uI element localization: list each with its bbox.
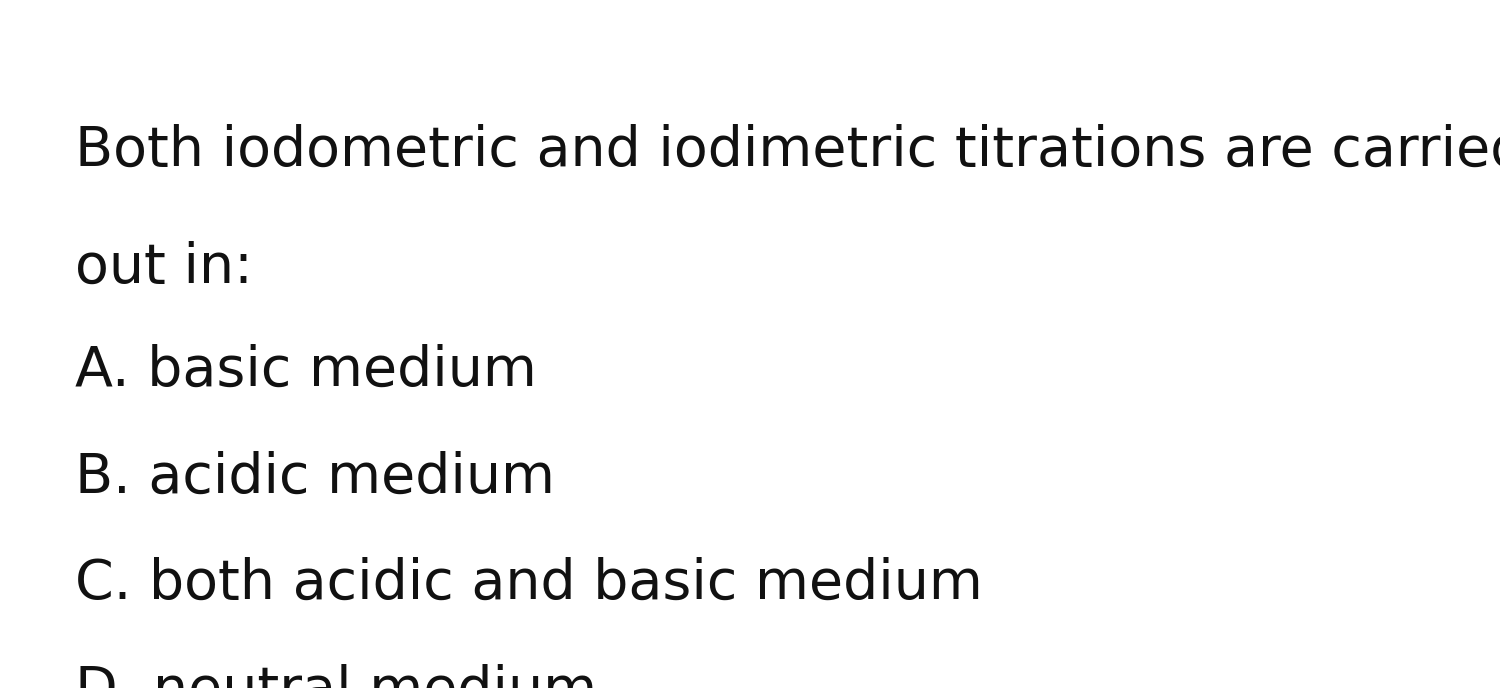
Text: out in:: out in:	[75, 241, 254, 294]
Text: C. both acidic and basic medium: C. both acidic and basic medium	[75, 557, 982, 611]
Text: Both iodometric and iodimetric titrations are carried: Both iodometric and iodimetric titration…	[75, 124, 1500, 178]
Text: B. acidic medium: B. acidic medium	[75, 451, 555, 504]
Text: A. basic medium: A. basic medium	[75, 344, 537, 398]
Text: D. neutral medium: D. neutral medium	[75, 664, 597, 688]
